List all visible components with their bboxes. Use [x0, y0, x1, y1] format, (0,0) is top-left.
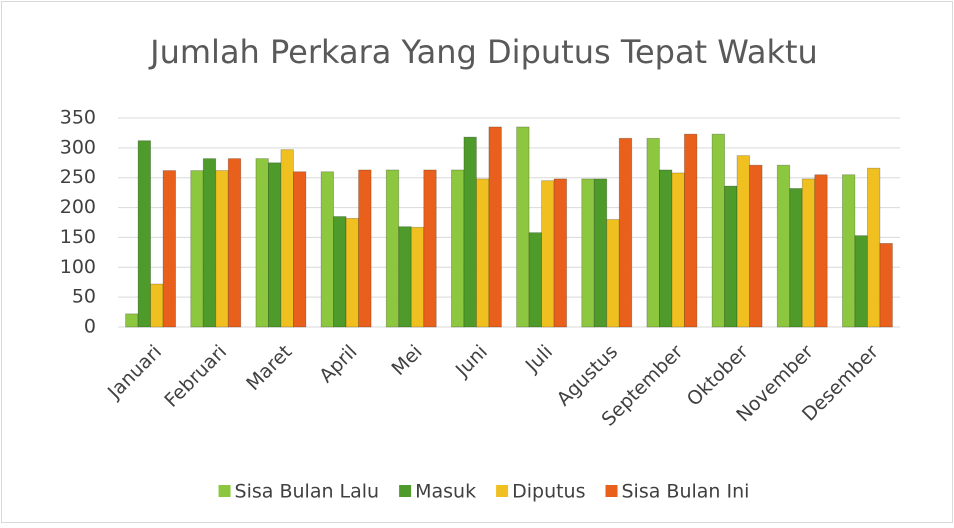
- bar: [528, 232, 542, 328]
- legend-label: Masuk: [415, 481, 476, 503]
- bar: [410, 226, 425, 328]
- bar: [202, 158, 217, 328]
- bar: [541, 180, 555, 328]
- chart-title: Jumlah Perkara Yang Diputus Tepat Waktu: [148, 33, 818, 71]
- bar: [736, 155, 750, 328]
- bar: [150, 283, 164, 328]
- y-tick-label: 300: [60, 136, 96, 158]
- bar: [476, 178, 490, 328]
- bar: [842, 174, 856, 328]
- legend-label: Diputus: [512, 481, 585, 503]
- bar: [255, 158, 269, 328]
- bar: [488, 126, 502, 328]
- bar: [879, 242, 893, 328]
- legend-label: Sisa Bulan Lalu: [235, 481, 380, 503]
- bar: [333, 216, 347, 328]
- bar: [451, 169, 465, 328]
- y-tick-label: 250: [60, 166, 96, 188]
- bar: [125, 313, 139, 328]
- bar: [659, 169, 673, 328]
- bar: [646, 137, 660, 328]
- bar: [516, 126, 530, 328]
- bar: [814, 174, 828, 328]
- bar: [581, 178, 595, 328]
- bar: [137, 140, 151, 328]
- y-tick-label: 0: [84, 316, 96, 338]
- bar: [749, 164, 763, 328]
- y-tick-label: 50: [72, 286, 96, 308]
- y-tick-label: 350: [60, 107, 96, 129]
- legend-swatch: [496, 485, 509, 497]
- bar: [385, 169, 400, 328]
- bar: [345, 217, 359, 328]
- bar: [320, 171, 334, 328]
- bar: [423, 169, 437, 328]
- bar: [162, 170, 176, 328]
- bar: [671, 172, 685, 328]
- bar: [618, 137, 633, 328]
- bar: [268, 162, 282, 328]
- bar: [398, 226, 412, 328]
- bar: [606, 219, 620, 328]
- bar: [463, 136, 477, 328]
- y-tick-label: 100: [60, 256, 96, 278]
- bar: [776, 164, 791, 328]
- bar: [867, 167, 881, 328]
- bar: [801, 178, 816, 328]
- bar: [711, 133, 725, 328]
- bar: [215, 170, 229, 328]
- bar: [293, 171, 307, 328]
- bar: [593, 178, 608, 328]
- bar: [227, 158, 242, 328]
- legend-swatch: [605, 485, 618, 497]
- bar: [553, 178, 567, 328]
- y-tick-label: 200: [60, 196, 96, 218]
- bar: [358, 169, 372, 328]
- legend-swatch: [399, 485, 412, 497]
- bar: [684, 133, 698, 328]
- bar: [789, 188, 803, 328]
- legend-label: Sisa Bulan Ini: [622, 481, 750, 503]
- y-tick-label: 150: [60, 226, 96, 248]
- bar: [854, 235, 868, 328]
- legend-swatch: [218, 485, 231, 497]
- bar: [190, 170, 204, 328]
- bar: [280, 149, 294, 328]
- bar: [724, 185, 738, 328]
